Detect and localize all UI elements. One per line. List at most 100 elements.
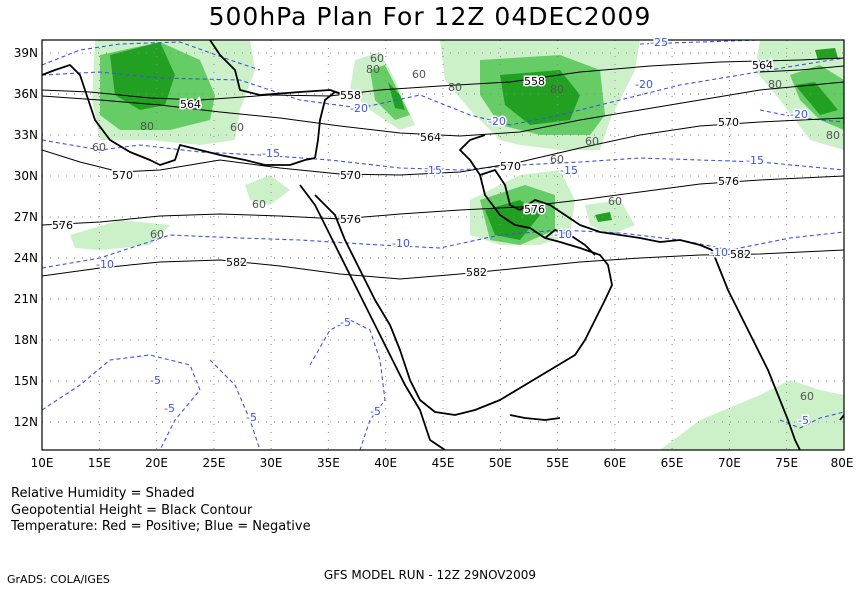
rh-label: 80 — [826, 129, 840, 142]
plot-frame — [41, 39, 845, 451]
lon-tick: 30E — [260, 456, 283, 470]
height-label: 564 — [420, 131, 441, 144]
lat-tick: 30N — [14, 169, 38, 183]
model-run-label: GFS MODEL RUN - 12Z 29NOV2009 — [323, 568, 537, 582]
lon-tick: 45E — [432, 456, 455, 470]
height-label: 570 — [340, 169, 361, 182]
temp-label: -15 — [746, 154, 764, 167]
lat-tick: 18N — [14, 333, 38, 347]
height-label: 564 — [752, 59, 773, 72]
lon-tick: 70E — [718, 456, 741, 470]
rh-area-oman-90 — [595, 212, 612, 222]
coast-oman — [544, 229, 596, 256]
rh-area-iran-90 — [500, 70, 580, 125]
temp-contour-minus10 — [42, 229, 844, 269]
rh-label: 60 — [412, 68, 426, 81]
height-contour-558 — [42, 57, 844, 101]
rh-area-arabian-sea — [660, 380, 844, 450]
temp-label: -15 — [560, 164, 578, 177]
temp-label: -15 — [424, 164, 442, 177]
rh-area-central-90b — [815, 48, 838, 60]
lon-tick: 10E — [31, 456, 54, 470]
temp-label: -10 — [392, 237, 410, 250]
height-label: 576 — [340, 213, 361, 226]
rh-label: 80 — [768, 78, 782, 91]
height-contour-570 — [42, 117, 844, 176]
coast-somalia — [509, 414, 561, 421]
coast-greece-turkey — [209, 40, 346, 96]
temp-label: -5 — [370, 405, 381, 418]
temp-label: -20 — [635, 78, 653, 91]
humidity-labels: 60 60 60 60 60 60 60 60 60 60 80 80 80 8… — [92, 52, 840, 403]
lon-tick: 35E — [317, 456, 340, 470]
rh-label: 80 — [448, 81, 462, 94]
height-label: 570 — [500, 160, 521, 173]
coast-caspian — [839, 414, 844, 421]
coastlines — [42, 40, 844, 450]
temp-label: -5 — [150, 374, 161, 387]
lon-tick: 50E — [489, 456, 512, 470]
lon-tick: 80E — [831, 456, 854, 470]
height-label: 558 — [524, 75, 545, 88]
map-grid — [42, 40, 844, 450]
rh-area-egypt — [245, 175, 290, 205]
height-label: 576 — [524, 203, 545, 216]
height-label: 576 — [718, 175, 739, 188]
rh-label: 60 — [370, 52, 384, 65]
map-title: 500hPa Plan For 12Z 04DEC2009 — [208, 2, 652, 31]
coast-gulf-north — [459, 134, 486, 176]
lon-tick: 65E — [661, 456, 684, 470]
rh-area-gulf-90 — [485, 200, 540, 240]
coast-india — [711, 249, 801, 450]
lon-tick: 25E — [202, 456, 225, 470]
temp-contour-minus5-mid — [209, 359, 261, 450]
rh-label: 80 — [140, 120, 154, 133]
temp-label: -10 — [96, 258, 114, 271]
coast-iran — [519, 199, 713, 251]
temp-label: -5 — [164, 402, 175, 415]
temp-contour-minus20 — [42, 57, 844, 126]
lon-tick: 40E — [374, 456, 397, 470]
lat-tick: 33N — [14, 128, 38, 142]
lon-tick: 15E — [88, 456, 111, 470]
temp-label: -5 — [798, 414, 809, 427]
rh-label: 60 — [800, 390, 814, 403]
height-label: 558 — [340, 89, 361, 102]
temp-label: -20 — [350, 102, 368, 115]
rh-label: 60 — [608, 195, 622, 208]
legend-height: Geopotential Height = Black Contour — [11, 503, 253, 518]
lat-tick: 15N — [14, 374, 38, 388]
height-label: 570 — [112, 169, 133, 182]
rh-label: 60 — [585, 135, 599, 148]
humidity-shading — [70, 40, 844, 450]
rh-label: 60 — [252, 198, 266, 211]
temp-label: -15 — [262, 147, 280, 160]
lat-tick: 21N — [14, 292, 38, 306]
rh-area-libya — [70, 220, 170, 250]
lon-tick: 20E — [145, 456, 168, 470]
temp-contour-minus5-west — [42, 354, 201, 450]
lat-tick: 39N — [14, 46, 38, 60]
height-contour-582 — [42, 249, 844, 280]
temperature-labels: -25 -20 -20 -20 -20 -15 -15 -15 -15 -10 … — [95, 35, 811, 429]
coast-north-africa — [42, 64, 316, 166]
lon-tick-labels: 10E 15E 20E 25E 30E 35E 40E 45E 50E 55E … — [31, 456, 854, 470]
coast-red-sea-west — [299, 184, 446, 450]
temperature-contours — [42, 40, 844, 450]
temp-contour-minus25 — [42, 40, 761, 71]
lat-tick: 27N — [14, 210, 38, 224]
temp-label: -5 — [246, 411, 257, 424]
lat-tick: 24N — [14, 251, 38, 265]
height-labels: 558 558 564 564 564 570 570 570 570 576 … — [51, 58, 775, 281]
rh-area-central-90 — [795, 82, 838, 115]
height-label: 564 — [180, 98, 201, 111]
temp-contour-minus20b — [759, 109, 844, 123]
lon-tick: 55E — [546, 456, 569, 470]
credit-label: GrADS: COLA/IGES — [7, 573, 110, 586]
coast-levant — [314, 91, 346, 159]
lat-tick: 36N — [14, 87, 38, 101]
temp-label: -5 — [340, 316, 351, 329]
rh-label: 60 — [150, 228, 164, 241]
coast-red-sea-east — [314, 169, 613, 416]
